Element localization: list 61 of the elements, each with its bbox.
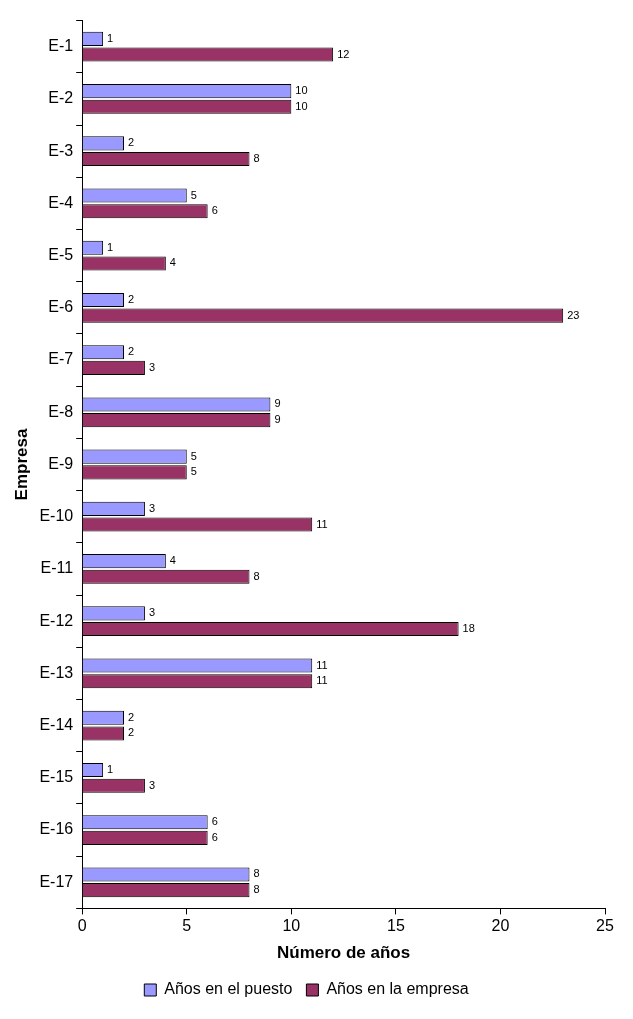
x-tick-label: 15 <box>386 917 405 935</box>
legend-label: Años en la empresa <box>326 980 469 998</box>
data-label: 1 <box>107 240 114 253</box>
x-tick-label: 5 <box>182 917 192 935</box>
y-tick-label: E-16 <box>39 820 74 838</box>
x-tick-label: 10 <box>282 917 301 935</box>
x-axis-title: Número de años <box>277 943 411 963</box>
data-label: 5 <box>190 188 197 201</box>
y-tick-label: E-11 <box>40 559 74 577</box>
data-label: 11 <box>316 674 328 687</box>
data-label: 3 <box>148 778 156 791</box>
y-tick-label: E-9 <box>48 454 74 472</box>
y-tick-label: E-14 <box>39 716 74 734</box>
data-label: 9 <box>274 397 281 410</box>
data-label: 12 <box>337 47 350 60</box>
y-tick-label: E-8 <box>48 402 74 420</box>
data-label: 8 <box>253 569 260 582</box>
data-label: 8 <box>253 867 260 880</box>
y-tick-label: E-2 <box>48 89 74 107</box>
data-label: 8 <box>253 883 260 896</box>
data-label: 10 <box>295 99 308 112</box>
y-tick-label: E-7 <box>48 350 74 368</box>
data-label: 4 <box>169 256 176 269</box>
y-tick-label: E-13 <box>39 663 74 681</box>
data-label: 3 <box>148 360 156 373</box>
data-label: 8 <box>253 152 260 165</box>
y-tick-label: E-10 <box>39 507 74 525</box>
data-label: 11 <box>316 658 328 671</box>
data-label: 11 <box>316 517 328 530</box>
x-tick-label: 25 <box>596 917 614 935</box>
y-tick-label: E-12 <box>39 611 74 629</box>
y-axis-title: Empresa <box>11 428 31 501</box>
data-label: 2 <box>128 136 135 149</box>
y-tick-label: E-1 <box>48 37 74 55</box>
legend-label: Años en el puesto <box>164 980 293 998</box>
data-label: 9 <box>274 413 281 426</box>
data-label: 10 <box>295 84 308 97</box>
x-tick-label: 20 <box>491 917 510 935</box>
y-tick-label: E-15 <box>39 768 74 786</box>
data-label: 5 <box>190 449 197 462</box>
data-label: 6 <box>211 204 218 217</box>
data-label: 4 <box>169 554 176 567</box>
y-tick-label: E-3 <box>48 141 74 159</box>
y-tick-label: E-17 <box>39 872 74 890</box>
data-label: 1 <box>107 31 114 44</box>
y-tick-label: E-6 <box>48 298 74 316</box>
data-label: 5 <box>190 465 197 478</box>
data-label: 2 <box>128 345 135 358</box>
data-label: 1 <box>107 763 114 776</box>
data-label: 6 <box>211 815 218 828</box>
data-label: 2 <box>128 710 135 723</box>
data-label: 6 <box>211 830 218 843</box>
data-label: 18 <box>462 622 475 635</box>
x-tick-label: 0 <box>77 917 87 935</box>
y-tick-label: E-5 <box>48 246 74 264</box>
data-label: 23 <box>567 308 580 321</box>
data-label: 3 <box>148 606 156 619</box>
y-tick-label: E-4 <box>48 193 74 211</box>
data-label: 2 <box>128 726 135 739</box>
data-label: 3 <box>148 501 156 514</box>
data-label: 2 <box>128 293 135 306</box>
